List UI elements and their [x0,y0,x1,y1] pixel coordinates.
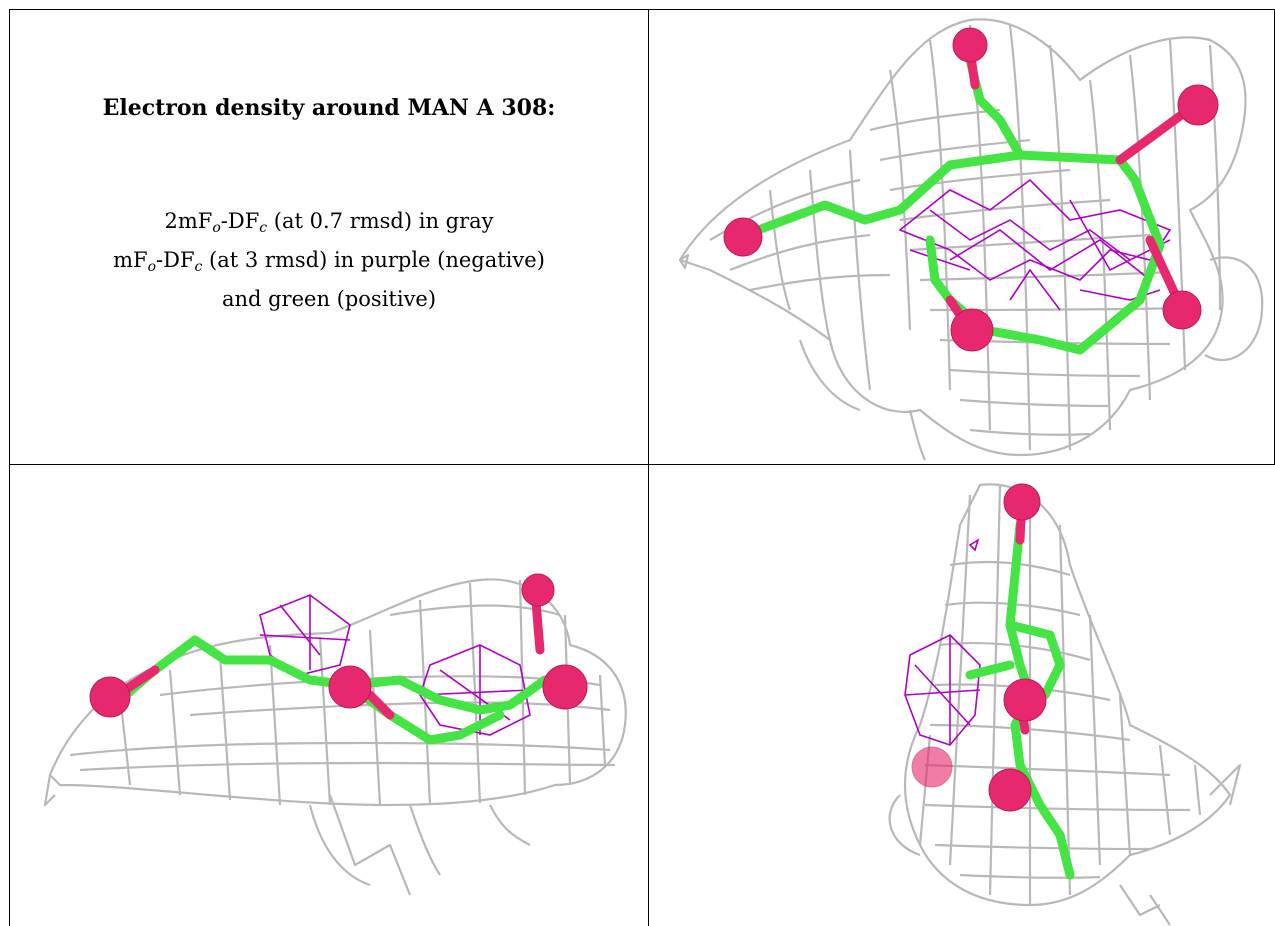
oxygen-atom [723,217,763,257]
oxygen-atom [521,573,555,607]
oxygen-atom [1003,483,1041,521]
oxygen-atom [988,768,1032,812]
density-view-bottom-right [888,483,1242,926]
table-left-border [9,9,10,926]
legend-line-2fofc: 2mFo-DFc (at 0.7 rmsd) in gray [164,209,494,236]
oxygen-atom [328,665,372,709]
oxygen-atoms [723,27,1219,352]
oxygen-atom [911,746,953,788]
gray-mesh [678,18,1264,461]
oxygen-atom [542,664,588,710]
oxygen-atom [1162,290,1202,330]
table-mid-vertical [648,9,649,926]
oxygen-atoms [911,483,1047,812]
caption-legend: 2mFo-DFc (at 0.7 rmsd) in gray mFo-DFc (… [10,205,648,315]
legend-line-positive: and green (positive) [221,287,437,311]
density-view-bottom-left [43,573,627,896]
purple-mesh [259,594,531,736]
table-top-border [9,9,1275,10]
caption-title: Electron density around MAN A 308: [102,95,556,121]
oxygen-atom [950,308,994,352]
oxygen-atom [89,676,131,718]
oxygen-atom [1003,678,1047,722]
oxygen-atom [1177,84,1219,126]
density-view-top-right [678,18,1264,461]
oxygen-atoms [89,573,588,718]
legend-line-fofc: mFo-DFc (at 3 rmsd) in purple (negative) [113,248,545,275]
table-mid-horizontal [9,464,1275,465]
purple-mesh [904,538,981,746]
oxygen-atom [952,27,988,63]
